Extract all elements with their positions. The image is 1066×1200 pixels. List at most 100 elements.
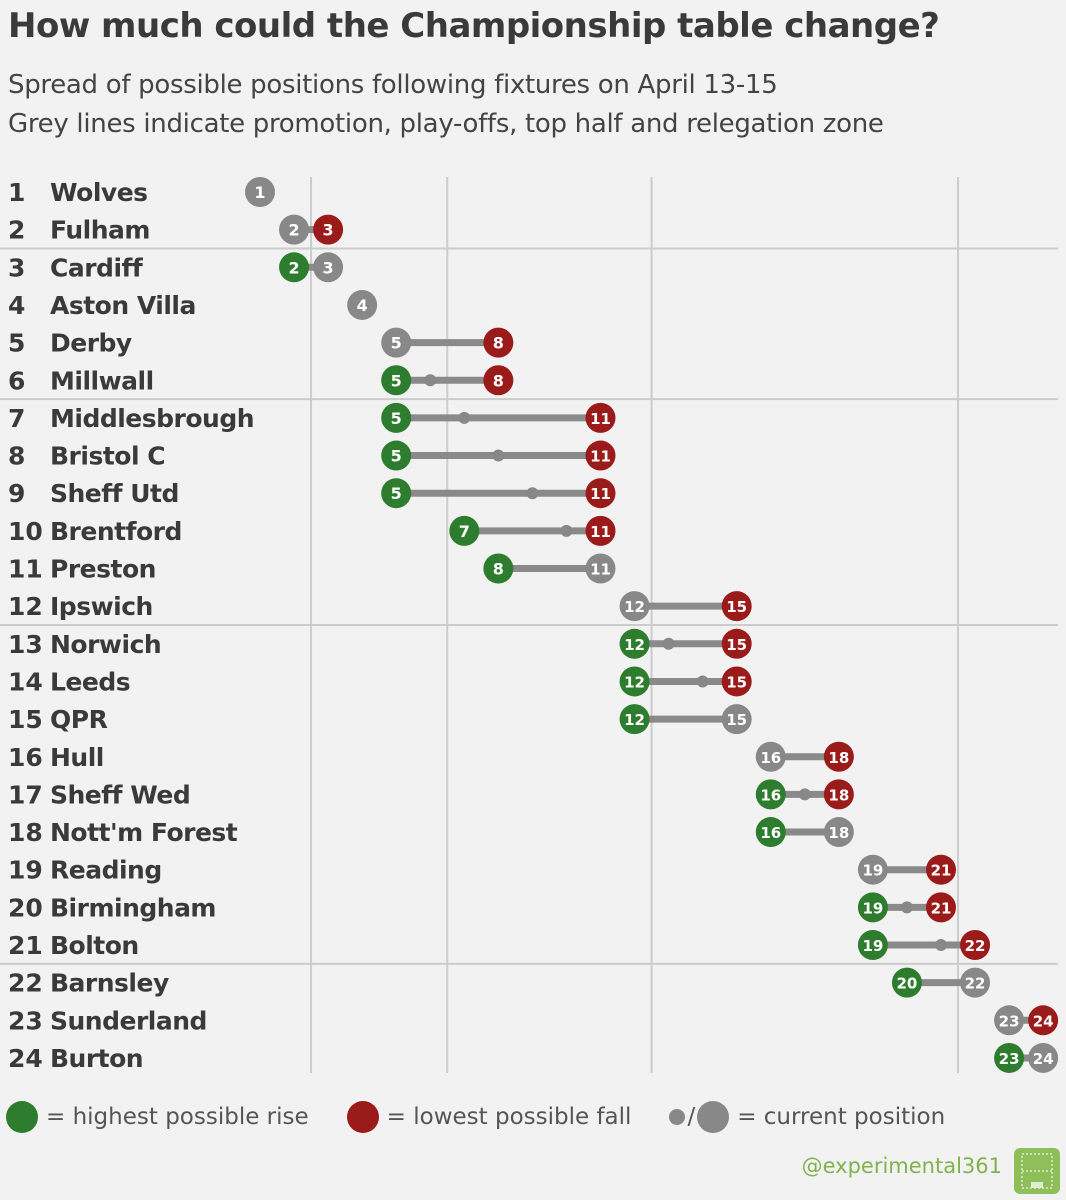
current-position-marker-label: 4	[357, 296, 368, 315]
lowest-fall-marker	[483, 365, 514, 396]
current-position-marker-label: 1	[254, 183, 265, 202]
current-position-marker	[960, 967, 991, 998]
team-position-label: 12	[8, 592, 43, 621]
lowest-fall-marker	[926, 892, 956, 923]
highest-rise-marker	[619, 704, 650, 735]
team-position-label: 23	[8, 1006, 43, 1035]
chart-title: How much could the Championship table ch…	[8, 6, 940, 46]
football-pitch-icon	[1014, 1148, 1060, 1194]
team-name-label: Hull	[50, 743, 104, 772]
team-position-label: 11	[8, 555, 43, 584]
current-position-marker-label: 15	[726, 711, 747, 729]
credit-handle[interactable]: @experimental361	[801, 1154, 1002, 1178]
legend-slash: /	[687, 1104, 696, 1130]
team-position-label: 24	[8, 1044, 43, 1073]
lowest-fall-marker-label: 21	[931, 862, 952, 880]
current-position-dot	[560, 524, 573, 537]
lowest-fall-marker-label: 11	[590, 485, 611, 503]
team-position-label: 7	[8, 404, 25, 433]
highest-rise-marker	[994, 1042, 1025, 1073]
current-position-marker-label: 3	[323, 258, 334, 277]
lowest-fall-marker	[823, 741, 854, 772]
chart-subtitle-line-2: Grey lines indicate promotion, play-offs…	[8, 109, 884, 139]
team-position-label: 10	[8, 517, 43, 546]
highest-rise-marker-label: 19	[862, 937, 883, 955]
lowest-fall-marker-label: 18	[828, 786, 849, 804]
current-position-marker-label: 23	[999, 1012, 1020, 1030]
legend-fall-marker	[346, 1101, 379, 1133]
team-position-label: 13	[8, 630, 43, 659]
current-position-marker-label: 19	[862, 862, 883, 880]
team-name-label: Reading	[50, 856, 162, 885]
highest-rise-marker	[279, 252, 310, 283]
lowest-fall-marker-label: 8	[493, 371, 504, 390]
legend-rise-label: = highest possible rise	[46, 1104, 309, 1130]
highest-rise-marker	[483, 553, 514, 584]
highest-rise-marker-label: 12	[624, 711, 645, 729]
highest-rise-marker-label: 5	[391, 409, 402, 428]
chart-subtitle-line-1: Spread of possible positions following f…	[8, 70, 778, 100]
lowest-fall-marker-label: 18	[828, 749, 849, 767]
current-position-dot	[492, 449, 505, 462]
current-position-marker	[857, 854, 888, 885]
lowest-fall-marker-label: 11	[590, 410, 611, 428]
team-position-label: 2	[8, 216, 25, 245]
highest-rise-marker-label: 8	[493, 560, 504, 579]
team-position-label: 17	[8, 780, 43, 809]
current-position-marker	[823, 817, 854, 848]
team-position-label: 16	[8, 743, 43, 772]
legend-current-large-marker	[697, 1101, 730, 1133]
team-name-label: Sheff Wed	[50, 780, 190, 809]
team-position-label: 21	[8, 931, 43, 960]
legend-rise-marker	[6, 1101, 38, 1133]
current-position-dot	[458, 411, 471, 424]
current-position-marker-label: 24	[1033, 1050, 1054, 1068]
highest-rise-marker	[449, 515, 480, 546]
current-position-marker-label: 11	[590, 561, 611, 579]
team-name-label: Wolves	[50, 178, 148, 207]
lowest-fall-marker	[483, 327, 514, 358]
highest-rise-marker	[857, 892, 888, 923]
team-name-label: Bristol C	[50, 442, 165, 471]
highest-rise-marker-label: 12	[624, 636, 645, 654]
team-position-label: 20	[8, 893, 43, 922]
current-position-marker-label: 5	[391, 334, 402, 353]
lowest-fall-marker-label: 15	[726, 636, 747, 654]
team-name-label: Birmingham	[50, 893, 216, 922]
current-position-marker	[279, 214, 310, 245]
lowest-fall-marker	[823, 779, 854, 810]
current-position-marker	[313, 252, 344, 283]
team-name-label: Nott'm Forest	[50, 818, 238, 847]
current-position-marker	[245, 177, 275, 207]
lowest-fall-marker-label: 22	[965, 937, 986, 955]
highest-rise-marker-label: 5	[391, 371, 402, 390]
highest-rise-marker-label: 16	[760, 786, 781, 804]
team-name-label: Millwall	[50, 366, 154, 395]
current-position-marker	[994, 1005, 1025, 1036]
current-position-marker-label: 12	[624, 598, 645, 616]
team-position-label: 14	[8, 667, 43, 696]
highest-rise-marker-label: 5	[391, 484, 402, 503]
lowest-fall-marker-label: 3	[323, 221, 334, 240]
lowest-fall-marker-label: 15	[726, 673, 747, 691]
team-name-label: Bolton	[50, 931, 139, 960]
current-position-marker	[1028, 1042, 1059, 1073]
lowest-fall-marker-label: 24	[1033, 1012, 1054, 1030]
lowest-fall-marker	[721, 666, 752, 697]
current-position-marker	[755, 741, 786, 772]
current-position-dot	[935, 939, 947, 951]
highest-rise-marker	[891, 967, 922, 998]
lowest-fall-marker	[313, 214, 344, 245]
team-position-label: 19	[8, 856, 43, 885]
team-name-label: QPR	[50, 705, 108, 734]
highest-rise-marker	[381, 402, 412, 433]
dumbbell-chart: 1 Wolves 12 Fulham 2 33 Cardiff 2 34 Aston Villa 4…	[0, 177, 1059, 1073]
team-position-label: 3	[8, 253, 25, 282]
highest-rise-marker-label: 7	[459, 522, 470, 541]
highest-rise-marker	[619, 666, 650, 697]
current-position-marker	[381, 327, 412, 358]
team-name-label: Barnsley	[50, 969, 169, 998]
lowest-fall-marker	[1028, 1005, 1059, 1036]
team-name-label: Norwich	[50, 630, 161, 659]
team-name-label: Burton	[50, 1044, 143, 1073]
